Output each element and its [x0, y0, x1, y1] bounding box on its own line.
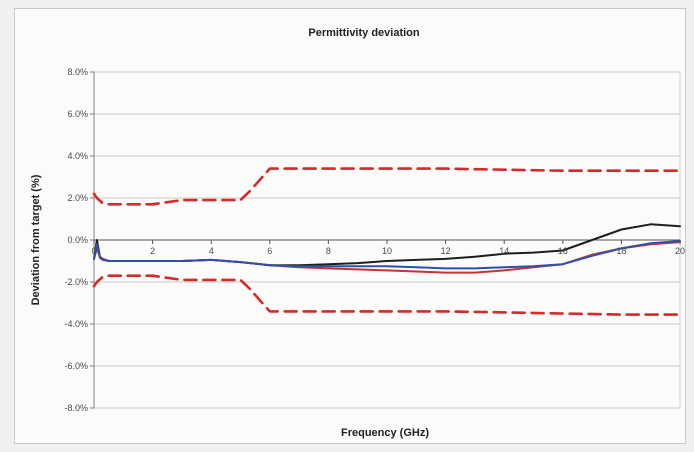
y-tick-label: -2.0%: [64, 277, 88, 287]
y-tick-label: 6.0%: [67, 109, 88, 119]
x-tick-label: 14: [499, 246, 509, 256]
y-tick-label: 0.0%: [67, 235, 88, 245]
axes-layer: [90, 71, 681, 409]
x-tick-label: 18: [616, 246, 626, 256]
x-tick-label: 12: [441, 246, 451, 256]
data-series-2: [93, 223, 681, 267]
x-tick-label: 0: [91, 246, 96, 256]
x-tick-label: 2: [150, 246, 155, 256]
y-tick-label: -8.0%: [64, 403, 88, 413]
x-tick-label: 20: [675, 246, 685, 256]
y-axis-title: Deviation from target (%): [30, 174, 42, 305]
chart-frame: Permittivity deviation 8.0% 6.0% 4.0% 2.0% 0…: [14, 8, 686, 444]
y-tick-label: 4.0%: [67, 151, 88, 161]
x-tick-label: 16: [558, 246, 568, 256]
y-tick-label: -6.0%: [64, 361, 88, 371]
limit-line-0: [92, 167, 682, 206]
y-tick-label: 2.0%: [67, 193, 88, 203]
x-tick-label: 10: [382, 246, 392, 256]
chart-title: Permittivity deviation: [308, 27, 420, 39]
y-tick-label: -4.0%: [64, 319, 88, 329]
permittivity-chart: Permittivity deviation 8.0% 6.0% 4.0% 2.0% 0…: [30, 27, 685, 439]
x-axis-title: Frequency (GHz): [341, 427, 429, 439]
series-layer: [92, 167, 682, 316]
x-tick-label: 8: [326, 246, 331, 256]
x-tick-label: 6: [267, 246, 272, 256]
data-series-4: [93, 240, 681, 270]
limit-line-1: [92, 274, 682, 316]
y-tick-label: 8.0%: [67, 67, 88, 77]
ticks-layer: 8.0% 6.0% 4.0% 2.0% 0.0% -2.0% -4.0% -6.0% -8.0%…: [64, 67, 685, 413]
x-tick-label: 4: [209, 246, 214, 256]
